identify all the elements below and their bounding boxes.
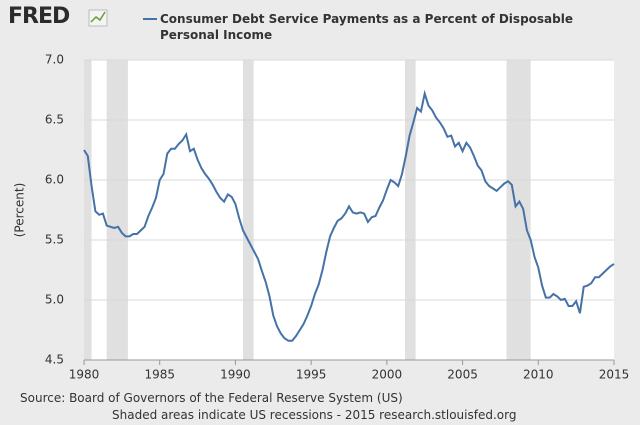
legend-label: Consumer Debt Service Payments as a Perc… [160, 12, 573, 42]
x-tick-label: 2010 [523, 368, 554, 382]
recession-band [84, 60, 92, 360]
x-tick-label: 1985 [144, 368, 175, 382]
recession-band [243, 60, 254, 360]
fred-icon [88, 9, 108, 27]
recession-band [405, 60, 416, 360]
x-tick-label: 1980 [69, 368, 100, 382]
x-tick-label: 2000 [372, 368, 403, 382]
series-line [83, 89, 615, 342]
legend-swatch [143, 18, 157, 20]
y-tick-label: 6.5 [45, 113, 64, 127]
y-tick-label: 7.0 [45, 53, 64, 67]
recession-band [106, 60, 128, 360]
note: Shaded areas indicate US recessions - 20… [112, 408, 517, 422]
source: Source: Board of Governors of the Federa… [20, 391, 403, 405]
logo: FRED [8, 4, 70, 29]
y-axis-label: (Percent) [13, 183, 27, 238]
recession-band [506, 60, 531, 360]
y-tick-label: 6.0 [45, 173, 64, 187]
x-tick-label: 2015 [599, 368, 630, 382]
x-tick-label: 1995 [296, 368, 327, 382]
plot-area [84, 60, 614, 360]
y-tick-label: 4.5 [45, 353, 64, 367]
y-tick-label: 5.5 [45, 233, 64, 247]
x-tick-label: 2005 [447, 368, 478, 382]
y-tick-label: 5.0 [45, 293, 64, 307]
x-tick-label: 1990 [220, 368, 251, 382]
